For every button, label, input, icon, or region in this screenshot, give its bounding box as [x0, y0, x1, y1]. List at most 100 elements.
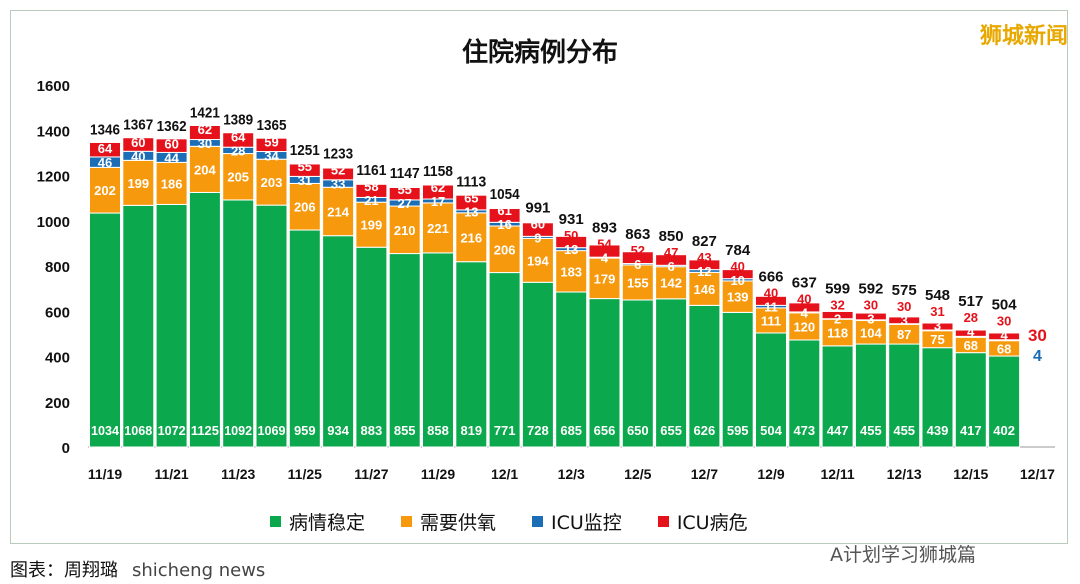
total-label: 1054: [490, 186, 521, 203]
data-label: 728: [527, 423, 549, 438]
x-tick-label: 12/7: [691, 466, 718, 482]
bar-segment-0: [388, 253, 421, 448]
bar-segment-0: [588, 298, 621, 448]
data-label: 855: [394, 423, 416, 438]
y-tick-label: 0: [62, 440, 70, 457]
data-label: 61: [497, 203, 511, 218]
bar-segment-3: [821, 310, 854, 320]
total-label: 991: [525, 199, 550, 216]
data-label: 60: [531, 216, 545, 231]
data-label: 68: [964, 338, 978, 353]
x-tick-label: 11/23: [221, 466, 255, 482]
wechat-watermark: A计划学习狮城篇: [830, 544, 976, 566]
bar-segment-0: [655, 298, 688, 448]
caption-overlay: shicheng news: [132, 560, 266, 581]
total-label: 1362: [157, 118, 187, 135]
watermark-logo: 狮城新闻: [979, 24, 1068, 49]
bar-segment-1: [222, 153, 255, 201]
data-label: 58: [364, 179, 378, 194]
bar-segment-0: [488, 272, 521, 448]
data-label: 595: [727, 423, 749, 438]
bar-segment-1: [322, 186, 355, 237]
data-label: 40: [797, 291, 811, 306]
data-label: 6: [634, 257, 641, 272]
bar-segment-0: [188, 191, 221, 448]
bar-segment-3: [688, 259, 721, 271]
data-label: 62: [198, 122, 212, 137]
x-tick-label: 11/27: [354, 466, 388, 482]
data-label: 9: [534, 230, 541, 245]
total-label: 850: [659, 228, 684, 245]
bar-segment-1: [755, 307, 787, 334]
bar-segment-0: [89, 212, 121, 448]
total-label: 504: [992, 296, 1018, 313]
x-tick-label: 11/25: [288, 466, 322, 482]
total-label: 1161: [356, 162, 386, 179]
x-tick-label: 12/11: [820, 466, 854, 482]
bar-segment-1: [555, 250, 588, 293]
bar-segment-0: [821, 345, 854, 448]
data-label: 118: [827, 326, 848, 341]
total-label: 1158: [423, 163, 453, 180]
total-label: 666: [758, 268, 783, 285]
data-label: 455: [893, 423, 915, 438]
legend-swatch: [657, 516, 669, 527]
bar-segment-3: [155, 138, 188, 153]
data-label: 47: [664, 245, 678, 260]
data-label: 55: [397, 182, 411, 197]
data-label: 221: [427, 221, 449, 236]
bar-segment-3: [954, 329, 987, 337]
x-tick-label: 12/9: [757, 466, 784, 482]
data-label: 504: [760, 423, 782, 438]
legend-item-icu-monitor: ICU监控: [532, 508, 622, 535]
data-label: 59: [264, 134, 278, 149]
bar-segment-1: [521, 237, 554, 283]
data-label: 402: [993, 423, 1015, 438]
data-label: 206: [494, 242, 516, 257]
bar-segment-0: [621, 299, 654, 448]
bar-segment-0: [921, 347, 954, 448]
data-label: 4: [601, 251, 609, 266]
data-label: 194: [527, 253, 549, 268]
x-tick-label: 12/15: [953, 466, 988, 482]
data-label: 40: [764, 285, 778, 300]
y-tick-label: 1400: [37, 123, 70, 140]
data-label: 6: [667, 259, 674, 274]
bar-segment-3: [621, 251, 654, 265]
legend-item-stable: 病情稳定: [270, 508, 365, 535]
data-label: 40: [131, 149, 145, 164]
bar-segment-0: [688, 304, 721, 448]
data-label: 202: [94, 183, 116, 198]
x-tick-label: 12/13: [887, 466, 922, 482]
data-label: 2: [834, 312, 841, 327]
data-label: 883: [361, 423, 383, 438]
bar-segment-0: [355, 246, 388, 448]
data-label: 819: [460, 423, 482, 438]
y-tick-label: 800: [45, 259, 70, 276]
data-label: 68: [997, 341, 1011, 356]
total-label: 827: [692, 233, 717, 250]
bar-segment-1: [255, 158, 288, 206]
bar-segment-1: [721, 280, 754, 313]
total-label: 517: [958, 293, 983, 310]
data-label: 55: [298, 159, 312, 174]
data-label: 111: [761, 313, 781, 328]
data-label: 959: [294, 423, 316, 438]
data-label: 62: [431, 180, 445, 195]
bar-segment-1: [89, 166, 121, 214]
legend-item-oxygen: 需要供氧: [401, 508, 496, 535]
total-label: 893: [592, 220, 617, 237]
legend-label: ICU病危: [676, 512, 748, 534]
legend-swatch: [401, 516, 413, 527]
bar-segment-0: [788, 339, 821, 448]
x-tick-label: 11/19: [88, 466, 122, 482]
data-label: 52: [631, 243, 645, 258]
bar-segment-3: [355, 183, 388, 198]
data-label: 214: [327, 204, 349, 219]
x-tick-label: 12/3: [558, 466, 585, 482]
data-label: 203: [261, 175, 283, 190]
legend-item-icu-critical: ICU病危: [657, 508, 748, 535]
data-label: 455: [860, 423, 882, 438]
bar-segment-0: [222, 199, 255, 448]
legend-label: ICU监控: [551, 512, 622, 534]
